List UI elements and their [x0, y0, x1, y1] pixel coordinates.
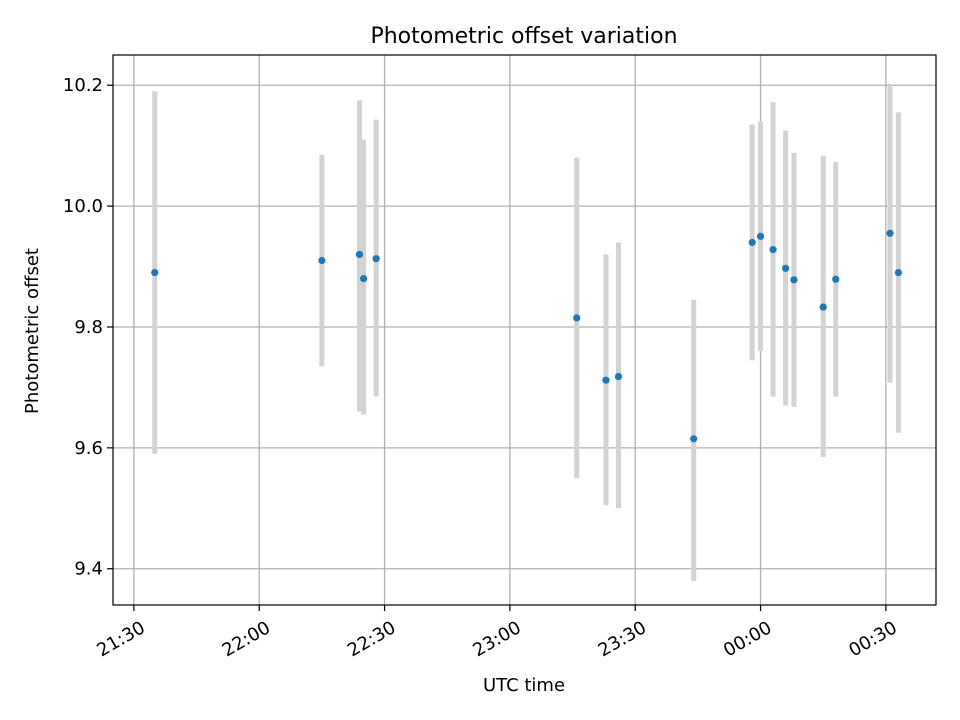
x-axis-label: UTC time [483, 675, 565, 696]
data-point [151, 268, 159, 277]
data-point [769, 246, 777, 254]
data-point [602, 376, 610, 384]
data-point [756, 232, 765, 240]
y-ticks: 9.4 9.6 9.8 10.0 10.2 [63, 75, 113, 580]
data-point [748, 238, 756, 246]
data-point [318, 256, 326, 265]
data-point [790, 276, 798, 284]
data-point [819, 303, 827, 311]
plot-frame [112, 54, 937, 606]
data-point [573, 314, 581, 322]
data-point [886, 229, 894, 237]
data-point [372, 255, 380, 263]
data-point [894, 268, 903, 277]
y-axis-label: Photometric offset [22, 248, 43, 414]
y-tick-label: 10.2 [63, 75, 103, 96]
data-point [782, 264, 790, 272]
y-tick-label: 9.8 [74, 317, 103, 338]
data-point [360, 275, 368, 283]
data-points [151, 229, 903, 443]
y-tick-label: 9.6 [74, 438, 103, 459]
data-point [614, 372, 623, 381]
data-point [355, 250, 364, 259]
data-point [690, 435, 698, 443]
y-tick-label: 10.0 [63, 196, 103, 217]
chart-title: Photometric offset variation [370, 24, 677, 49]
y-tick-label: 9.4 [74, 559, 103, 580]
data-point [832, 275, 840, 283]
